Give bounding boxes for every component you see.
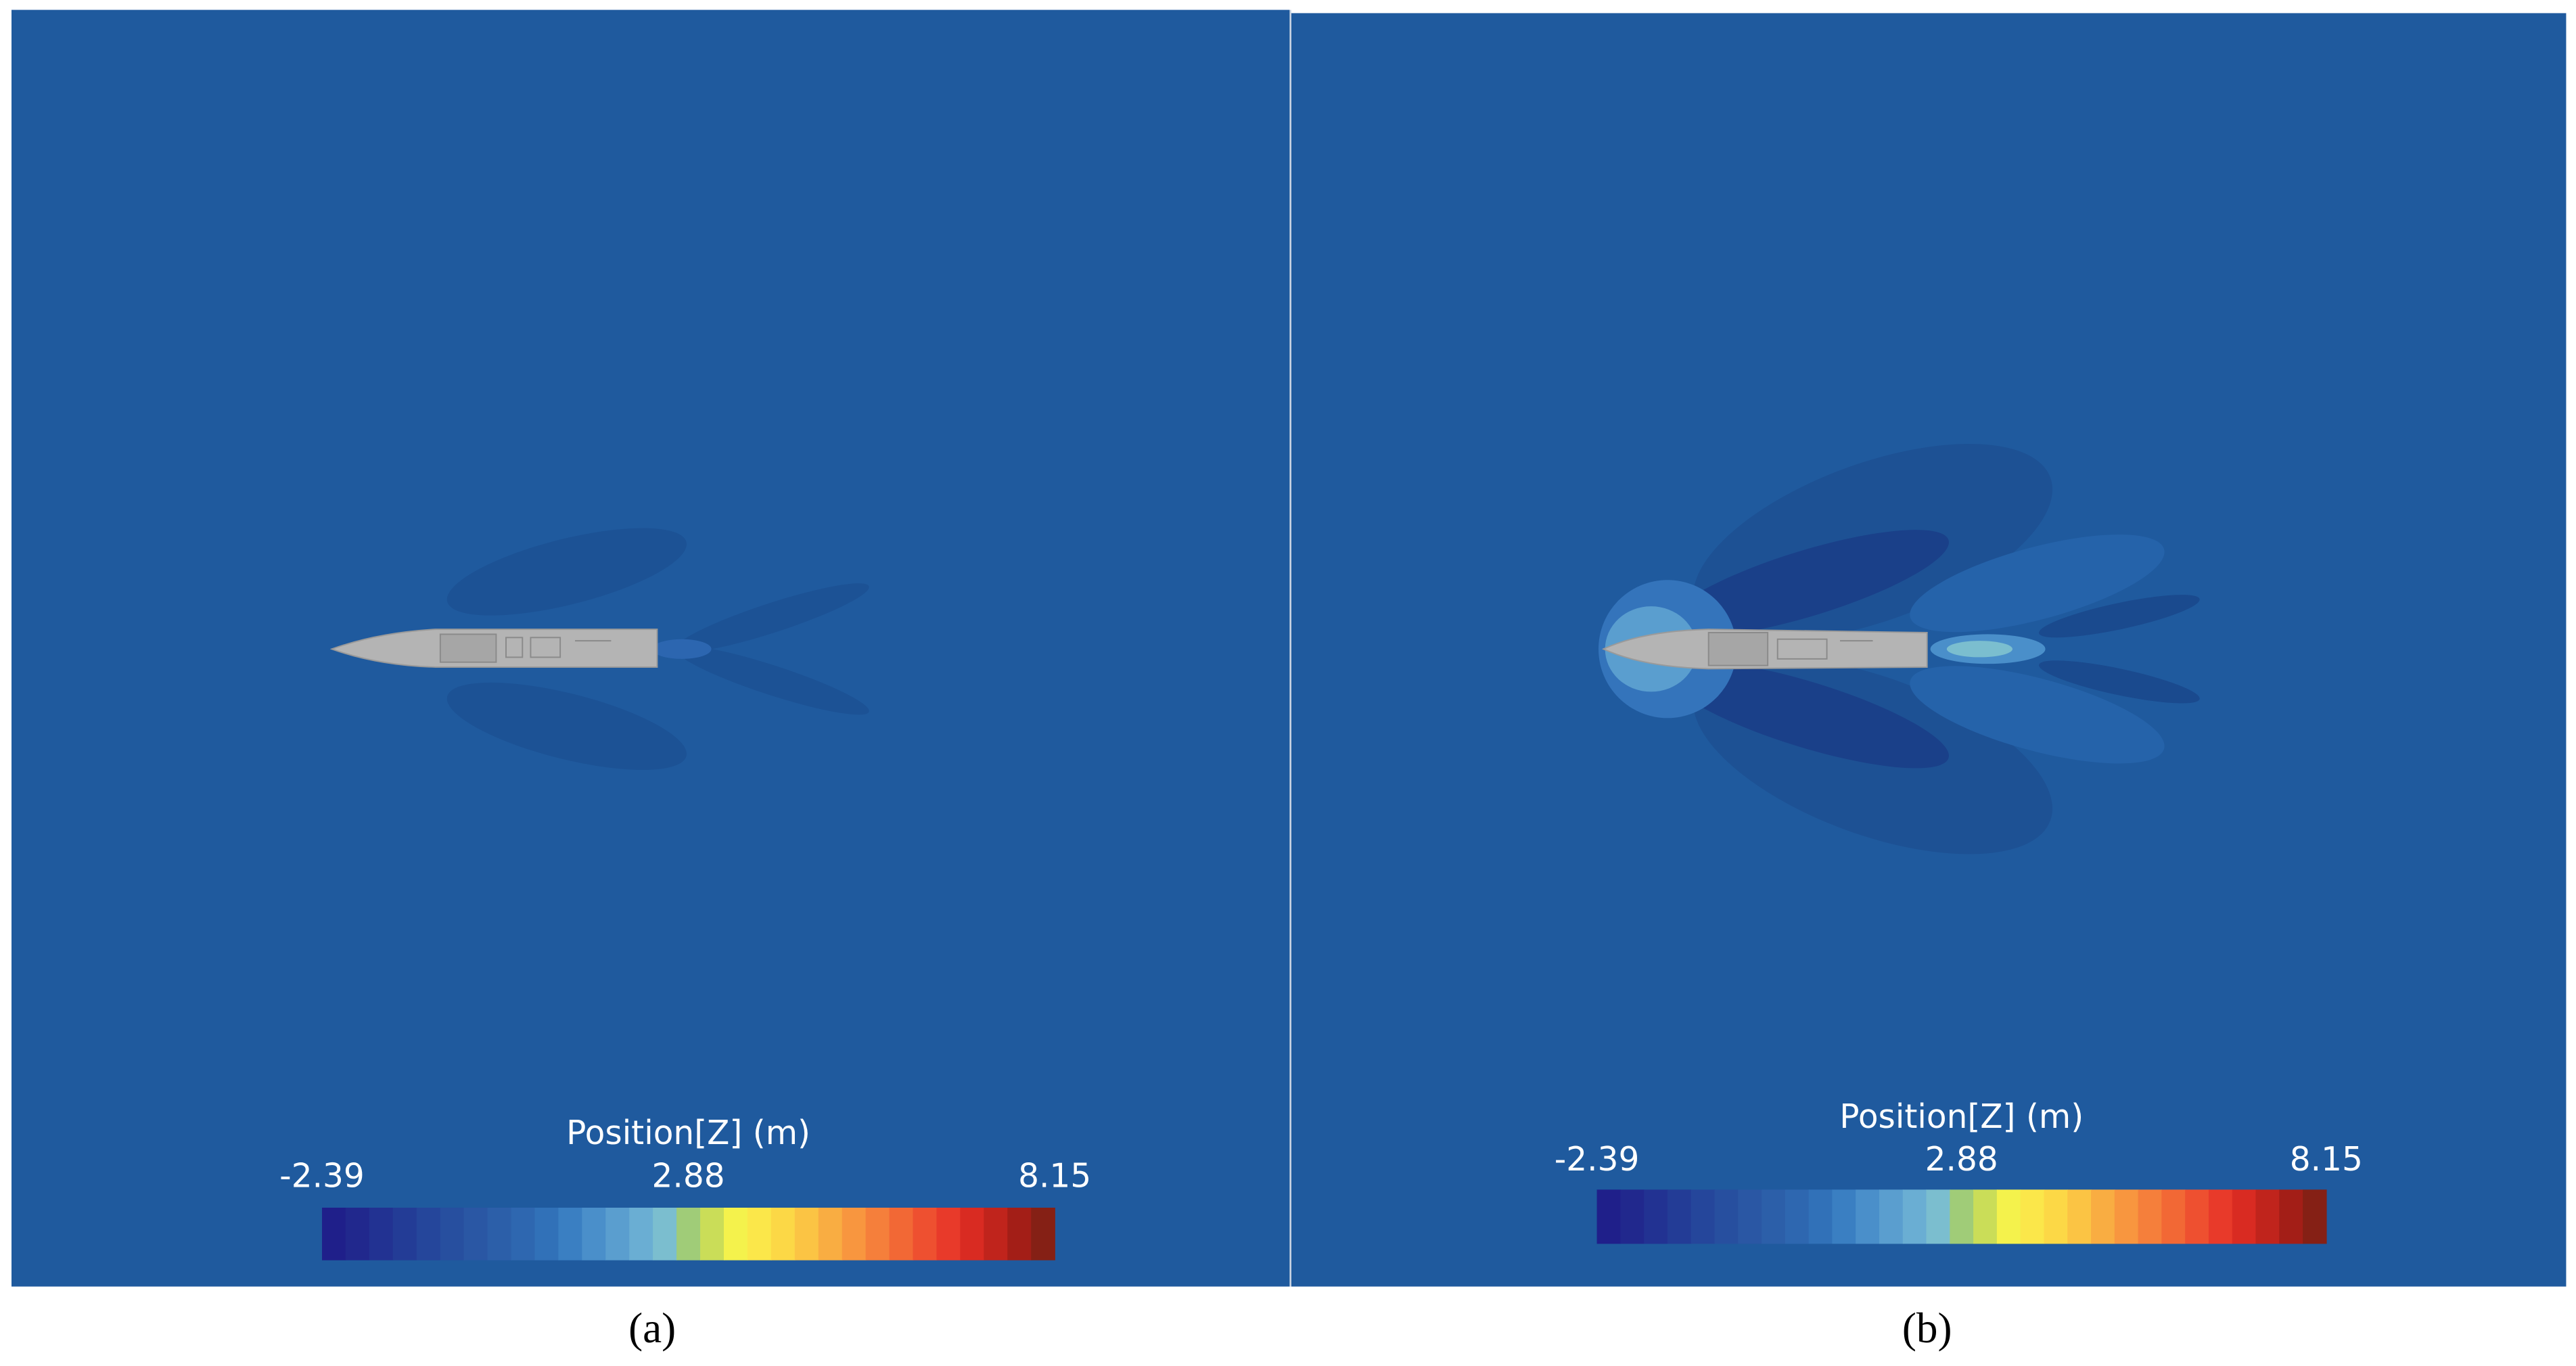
colorbar-segment bbox=[2114, 1189, 2139, 1244]
colorbar-segment bbox=[700, 1208, 724, 1260]
colorbar-segment bbox=[913, 1208, 938, 1260]
colorbar-segment bbox=[1902, 1189, 1927, 1244]
ship bbox=[329, 629, 658, 668]
colorbar-segment bbox=[2091, 1189, 2115, 1244]
colorbar-segment bbox=[1596, 1189, 1622, 1244]
colorbar-segment bbox=[534, 1208, 559, 1260]
colorbar-segment bbox=[487, 1208, 512, 1260]
colorbar-segment bbox=[818, 1208, 843, 1260]
colorbar-segment bbox=[1785, 1189, 1810, 1244]
colorbar-segment bbox=[392, 1208, 417, 1260]
colorbar-segment bbox=[322, 1208, 346, 1260]
colorbar-segment bbox=[629, 1208, 653, 1260]
colorbar-segment bbox=[582, 1208, 607, 1260]
colorbar-segment bbox=[1644, 1189, 1668, 1244]
colorbar-segment bbox=[1808, 1189, 1833, 1244]
colorbar-segment bbox=[1832, 1189, 1856, 1244]
colorbar-segment bbox=[770, 1208, 796, 1260]
colorbar-segment bbox=[1667, 1189, 1692, 1244]
colorbar-segment bbox=[889, 1208, 914, 1260]
colorbar-segment bbox=[1856, 1189, 1880, 1244]
ship bbox=[1601, 629, 1928, 670]
colorbar-segment bbox=[2232, 1189, 2257, 1244]
colorbar-tick-label: -2.39 bbox=[279, 1157, 365, 1195]
colorbar-segment bbox=[936, 1208, 961, 1260]
colorbar-segment bbox=[2067, 1189, 2092, 1244]
colorbar-segment bbox=[416, 1208, 441, 1260]
panel-label: (a) bbox=[628, 1304, 676, 1352]
colorbar-segment bbox=[2020, 1189, 2045, 1244]
colorbar-tick-label: -2.39 bbox=[1555, 1141, 1640, 1179]
colorbar-segment bbox=[1620, 1189, 1644, 1244]
colorbar-title: Position[Z] (m) bbox=[1839, 1098, 2084, 1136]
colorbar-segment bbox=[653, 1208, 677, 1260]
colorbar-tick-label: 8.15 bbox=[2290, 1141, 2363, 1179]
colorbar-segment bbox=[984, 1208, 1008, 1260]
colorbar-segment bbox=[676, 1208, 701, 1260]
colorbar-segment bbox=[1714, 1189, 1739, 1244]
colorbar-segment bbox=[1879, 1189, 1904, 1244]
colorbar-segment bbox=[2044, 1189, 2068, 1244]
colorbar-segment bbox=[1996, 1189, 2021, 1244]
colorbar-tick-label: 2.88 bbox=[652, 1157, 725, 1195]
colorbar-segment bbox=[2161, 1189, 2186, 1244]
colorbar-segment bbox=[558, 1208, 583, 1260]
colorbar-segment bbox=[2138, 1189, 2163, 1244]
wake-contours bbox=[446, 528, 869, 770]
colorbar-segment bbox=[842, 1208, 867, 1260]
colorbar-segment bbox=[605, 1208, 630, 1260]
colorbar-segment bbox=[463, 1208, 488, 1260]
colorbar-tick-label: 8.15 bbox=[1018, 1157, 1091, 1195]
colorbar-tick-label: 2.88 bbox=[1925, 1141, 1998, 1179]
colorbar-segment bbox=[1950, 1189, 1974, 1244]
colorbar-segment bbox=[2208, 1189, 2233, 1244]
colorbar-segment bbox=[1973, 1189, 1998, 1244]
panel-background bbox=[1291, 13, 2567, 1287]
colorbar-segment bbox=[369, 1208, 394, 1260]
wake-contours bbox=[1598, 444, 2200, 855]
colorbar-segment bbox=[1690, 1189, 1716, 1244]
colorbar-segment bbox=[2279, 1189, 2303, 1244]
colorbar-segment bbox=[511, 1208, 536, 1260]
colorbar-segment bbox=[1031, 1208, 1055, 1260]
colorbar-segment bbox=[794, 1208, 819, 1260]
colorbar-segment bbox=[865, 1208, 890, 1260]
colorbar-segment bbox=[723, 1208, 748, 1260]
colorbar-segment bbox=[345, 1208, 370, 1260]
colorbar-segment bbox=[1738, 1189, 1762, 1244]
colorbar-segment bbox=[1762, 1189, 1786, 1244]
colorbar-title: Position[Z] (m) bbox=[566, 1114, 810, 1152]
colorbar-segment bbox=[960, 1208, 985, 1260]
colorbar-segment bbox=[440, 1208, 465, 1260]
colorbar-segment bbox=[1926, 1189, 1951, 1244]
colorbar-segment bbox=[2255, 1189, 2280, 1244]
colorbar-segment bbox=[747, 1208, 772, 1260]
colorbar-segment bbox=[2185, 1189, 2209, 1244]
panel-label: (b) bbox=[1902, 1304, 1952, 1352]
colorbar-segment bbox=[2303, 1189, 2327, 1244]
colorbar-segment bbox=[1007, 1208, 1032, 1260]
